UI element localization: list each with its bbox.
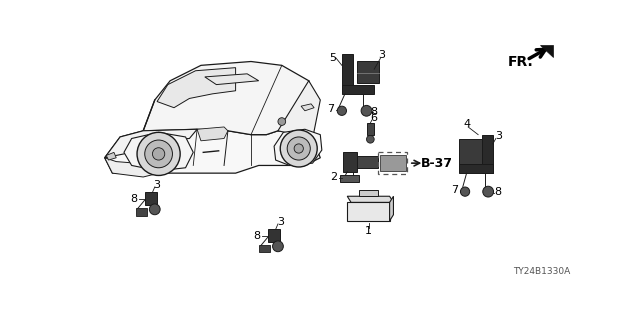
Polygon shape <box>348 196 394 203</box>
Text: 2: 2 <box>331 172 338 182</box>
Text: TY24B1330A: TY24B1330A <box>513 267 570 276</box>
Text: 3: 3 <box>378 50 385 60</box>
Polygon shape <box>205 74 259 84</box>
Polygon shape <box>357 156 378 168</box>
Circle shape <box>137 132 180 175</box>
Polygon shape <box>259 245 270 252</box>
Circle shape <box>294 144 303 153</box>
Polygon shape <box>459 164 493 173</box>
Text: 5: 5 <box>329 53 336 63</box>
Polygon shape <box>459 139 482 164</box>
Polygon shape <box>540 44 553 57</box>
Polygon shape <box>342 54 353 92</box>
FancyArrowPatch shape <box>529 49 545 59</box>
Polygon shape <box>124 132 193 171</box>
Polygon shape <box>157 68 236 108</box>
Polygon shape <box>106 152 116 160</box>
Text: B-37: B-37 <box>421 156 453 170</box>
Polygon shape <box>367 123 374 135</box>
Text: 8: 8 <box>131 194 138 204</box>
Text: 7: 7 <box>451 185 459 195</box>
Polygon shape <box>145 192 157 205</box>
Polygon shape <box>340 175 359 182</box>
Polygon shape <box>301 104 314 111</box>
Text: 3: 3 <box>276 217 284 227</box>
Polygon shape <box>342 84 374 94</box>
Polygon shape <box>136 208 147 215</box>
Circle shape <box>278 118 285 125</box>
Polygon shape <box>197 127 228 141</box>
Circle shape <box>361 105 372 116</box>
Text: 6: 6 <box>371 114 378 124</box>
Polygon shape <box>268 229 280 242</box>
Text: 1: 1 <box>365 226 372 236</box>
Polygon shape <box>105 129 197 158</box>
Text: 3: 3 <box>495 131 502 141</box>
Text: 3: 3 <box>154 180 161 190</box>
Polygon shape <box>390 196 394 221</box>
Text: 7: 7 <box>328 104 335 114</box>
Polygon shape <box>143 61 312 135</box>
Text: 8: 8 <box>253 230 260 241</box>
Polygon shape <box>344 152 357 172</box>
Polygon shape <box>105 158 159 177</box>
Text: 4: 4 <box>463 119 470 129</box>
Circle shape <box>149 204 160 215</box>
Circle shape <box>367 135 374 143</box>
Polygon shape <box>359 190 378 196</box>
Circle shape <box>460 187 470 196</box>
Polygon shape <box>278 81 320 139</box>
Circle shape <box>483 186 493 197</box>
Circle shape <box>152 148 164 160</box>
Polygon shape <box>348 203 390 221</box>
Polygon shape <box>357 61 379 83</box>
Text: 8: 8 <box>494 188 501 197</box>
Polygon shape <box>274 129 322 165</box>
Polygon shape <box>105 129 320 173</box>
Circle shape <box>273 241 284 252</box>
Polygon shape <box>380 156 406 171</box>
Circle shape <box>287 137 310 160</box>
Text: 8: 8 <box>371 107 378 116</box>
Circle shape <box>337 106 346 116</box>
Text: FR.: FR. <box>508 55 533 69</box>
Circle shape <box>280 130 317 167</box>
Polygon shape <box>482 135 493 173</box>
Circle shape <box>145 140 172 168</box>
